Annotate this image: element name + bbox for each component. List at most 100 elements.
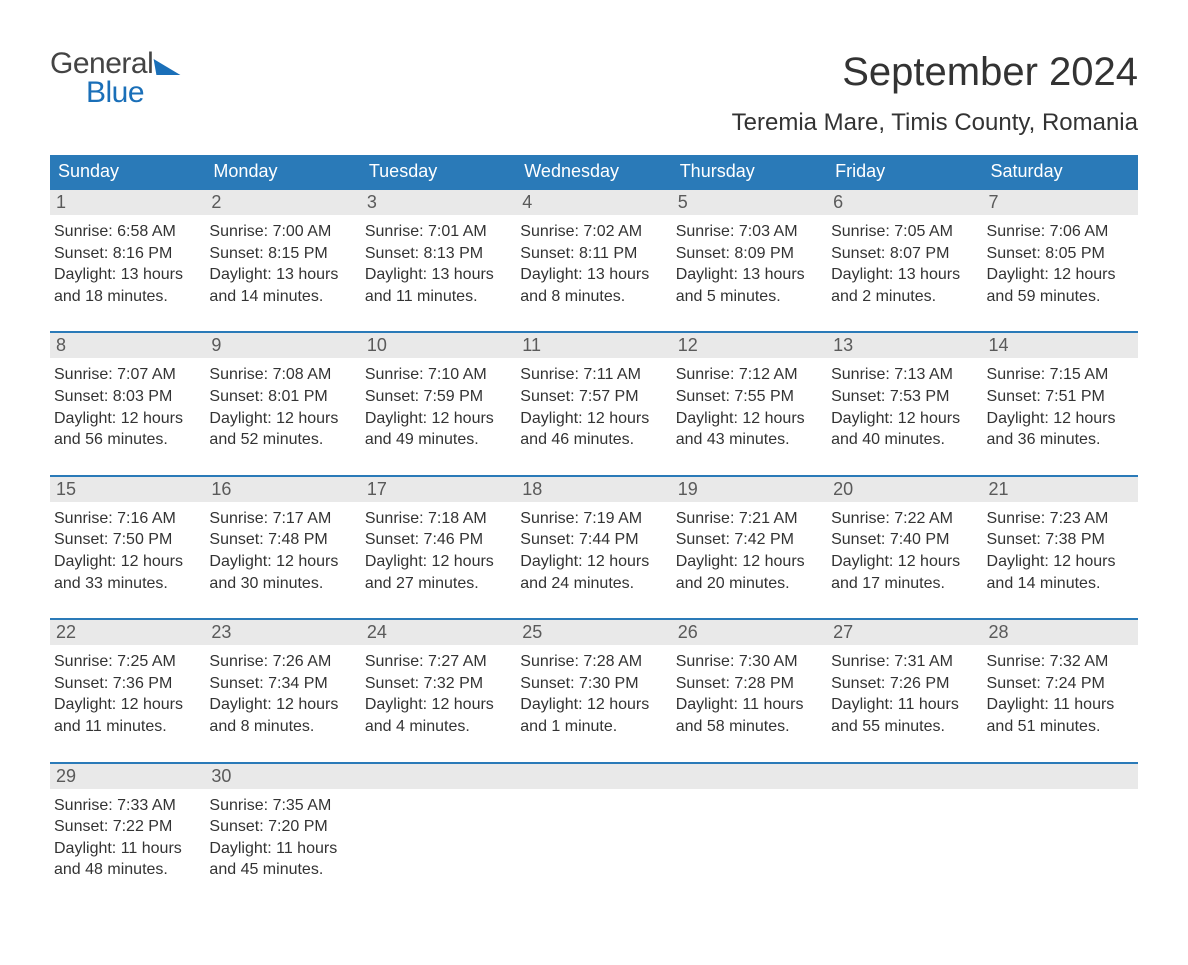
day-sunrise: Sunrise: 7:15 AM xyxy=(987,364,1134,386)
day-day2: and 30 minutes. xyxy=(209,573,356,595)
day-body: Sunrise: 7:19 AMSunset: 7:44 PMDaylight:… xyxy=(516,502,671,600)
day-day1: Daylight: 12 hours xyxy=(365,551,512,573)
day-day1: Daylight: 11 hours xyxy=(987,694,1134,716)
day-day2: and 17 minutes. xyxy=(831,573,978,595)
day-body xyxy=(983,789,1138,801)
day-day2: and 45 minutes. xyxy=(209,859,356,881)
brand-line1: General xyxy=(50,50,179,79)
day-day1: Daylight: 13 hours xyxy=(676,264,823,286)
day-number xyxy=(983,764,1138,789)
day-sunset: Sunset: 8:15 PM xyxy=(209,243,356,265)
day-sunset: Sunset: 7:24 PM xyxy=(987,673,1134,695)
day-day1: Daylight: 11 hours xyxy=(54,838,201,860)
day-sunset: Sunset: 7:20 PM xyxy=(209,816,356,838)
day-number: 7 xyxy=(983,190,1138,215)
week-row: 15 Sunrise: 7:16 AMSunset: 7:50 PM Dayligh… xyxy=(50,475,1138,600)
day-cell: 8Sunrise: 7:07 AMSunset: 8:03 PMDaylight… xyxy=(50,333,205,456)
day-cell: 12Sunrise: 7:12 AMSunset: 7:55 PMDayligh… xyxy=(672,333,827,456)
day-number: 30 xyxy=(205,764,360,789)
day-sunset: Sunset: 8:09 PM xyxy=(676,243,823,265)
calendar: SundayMondayTuesdayWednesdayThursdayFrid… xyxy=(50,155,1138,887)
day-day2: and 59 minutes. xyxy=(987,286,1134,308)
day-day1: Daylight: 13 hours xyxy=(831,264,978,286)
day-sunset: Sunset: 7:38 PM xyxy=(987,529,1134,551)
day-number: 13 xyxy=(827,333,982,358)
day-sunrise: Sunrise: 7:28 AM xyxy=(520,651,667,673)
title-block: September 2024 Teremia Mare, Timis Count… xyxy=(732,50,1138,137)
weekday-header: Sunday xyxy=(50,155,205,188)
day-sunrise: Sunrise: 7:03 AM xyxy=(676,221,823,243)
day-sunrise: Sunrise: 7:00 AM xyxy=(209,221,356,243)
day-day2: and 1 minute. xyxy=(520,716,667,738)
day-cell: 3Sunrise: 7:01 AMSunset: 8:13 PMDaylight… xyxy=(361,190,516,313)
day-body: Sunrise: 7:15 AMSunset: 7:51 PMDaylight:… xyxy=(983,358,1138,456)
weeks-container: 1Sunrise: 6:58 AMSunset: 8:16 PMDaylight… xyxy=(50,188,1138,887)
day-sunrise: Sunrise: 7:21 AM xyxy=(676,508,823,530)
day-number xyxy=(516,764,671,789)
day-sunrise: Sunrise: 7:32 AM xyxy=(987,651,1134,673)
day-day1: Daylight: 12 hours xyxy=(987,551,1134,573)
day-sunrise: Sunrise: 7:10 AM xyxy=(365,364,512,386)
day-cell: 18Sunrise: 7:19 AMSunset: 7:44 PMDayligh… xyxy=(516,477,671,600)
day-number: 6 xyxy=(827,190,982,215)
day-body xyxy=(827,789,982,801)
day-body: Sunrise: 7:08 AMSunset: 8:01 PMDaylight:… xyxy=(205,358,360,456)
day-number: 27 xyxy=(827,620,982,645)
day-sunset: Sunset: 7:55 PM xyxy=(676,386,823,408)
weekday-header: Wednesday xyxy=(516,155,671,188)
brand-triangle-icon xyxy=(154,59,181,75)
day-day1: Daylight: 13 hours xyxy=(520,264,667,286)
weekday-header: Saturday xyxy=(983,155,1138,188)
day-day2: and 40 minutes. xyxy=(831,429,978,451)
day-day1: Daylight: 12 hours xyxy=(520,408,667,430)
day-body: Sunrise: 7:27 AMSunset: 7:32 PMDaylight:… xyxy=(361,645,516,743)
week-row: 8Sunrise: 7:07 AMSunset: 8:03 PMDaylight… xyxy=(50,331,1138,456)
week-row: 29Sunrise: 7:33 AMSunset: 7:22 PMDayligh… xyxy=(50,762,1138,887)
day-body: Sunrise: 7:26 AMSunset: 7:34 PMDaylight:… xyxy=(205,645,360,743)
day-day2: and 46 minutes. xyxy=(520,429,667,451)
day-sunrise: Sunrise: 7:31 AM xyxy=(831,651,978,673)
day-cell: 30Sunrise: 7:35 AMSunset: 7:20 PMDayligh… xyxy=(205,764,360,887)
day-sunset: Sunset: 7:30 PM xyxy=(520,673,667,695)
day-day1: Daylight: 12 hours xyxy=(831,551,978,573)
day-sunset: Sunset: 8:03 PM xyxy=(54,386,201,408)
day-day1: Daylight: 13 hours xyxy=(209,264,356,286)
day-cell: 25Sunrise: 7:28 AMSunset: 7:30 PMDayligh… xyxy=(516,620,671,743)
day-number: 4 xyxy=(516,190,671,215)
day-body: Sunrise: 7:06 AMSunset: 8:05 PMDaylight:… xyxy=(983,215,1138,313)
day-sunrise: Sunrise: 7:02 AM xyxy=(520,221,667,243)
day-body: Sunrise: 6:58 AMSunset: 8:16 PMDaylight:… xyxy=(50,215,205,313)
day-body: Sunrise: 7:33 AMSunset: 7:22 PMDaylight:… xyxy=(50,789,205,887)
day-body: Sunrise: 7:01 AMSunset: 8:13 PMDaylight:… xyxy=(361,215,516,313)
day-number: 18 xyxy=(516,477,671,502)
day-number xyxy=(827,764,982,789)
day-sunset: Sunset: 7:26 PM xyxy=(831,673,978,695)
day-cell xyxy=(827,764,982,887)
day-number: 5 xyxy=(672,190,827,215)
day-cell: 21Sunrise: 7:23 AMSunset: 7:38 PMDayligh… xyxy=(983,477,1138,600)
day-cell xyxy=(516,764,671,887)
month-title: September 2024 xyxy=(732,50,1138,95)
day-number: 28 xyxy=(983,620,1138,645)
day-day2: and 2 minutes. xyxy=(831,286,978,308)
day-number: 15 xyxy=(50,477,205,502)
day-body: Sunrise: 7:23 AMSunset: 7:38 PMDaylight:… xyxy=(983,502,1138,600)
day-number: 19 xyxy=(672,477,827,502)
day-sunset: Sunset: 7:50 PM xyxy=(54,529,201,551)
day-cell: 9Sunrise: 7:08 AMSunset: 8:01 PMDaylight… xyxy=(205,333,360,456)
day-day1: Daylight: 12 hours xyxy=(676,408,823,430)
day-sunset: Sunset: 7:51 PM xyxy=(987,386,1134,408)
day-day1: Daylight: 12 hours xyxy=(209,408,356,430)
day-sunset: Sunset: 7:32 PM xyxy=(365,673,512,695)
day-cell: 17Sunrise: 7:18 AMSunset: 7:46 PMDayligh… xyxy=(361,477,516,600)
day-day2: and 14 minutes. xyxy=(987,573,1134,595)
brand-logo: General Blue xyxy=(50,50,179,107)
brand-text-2: Blue xyxy=(86,79,179,108)
weekday-header: Tuesday xyxy=(361,155,516,188)
day-body: Sunrise: 7:05 AMSunset: 8:07 PMDaylight:… xyxy=(827,215,982,313)
day-number xyxy=(672,764,827,789)
day-sunrise: Sunrise: 7:16 AM xyxy=(54,508,201,530)
day-cell: 10Sunrise: 7:10 AMSunset: 7:59 PMDayligh… xyxy=(361,333,516,456)
day-day1: Daylight: 11 hours xyxy=(831,694,978,716)
day-cell: 26Sunrise: 7:30 AMSunset: 7:28 PMDayligh… xyxy=(672,620,827,743)
